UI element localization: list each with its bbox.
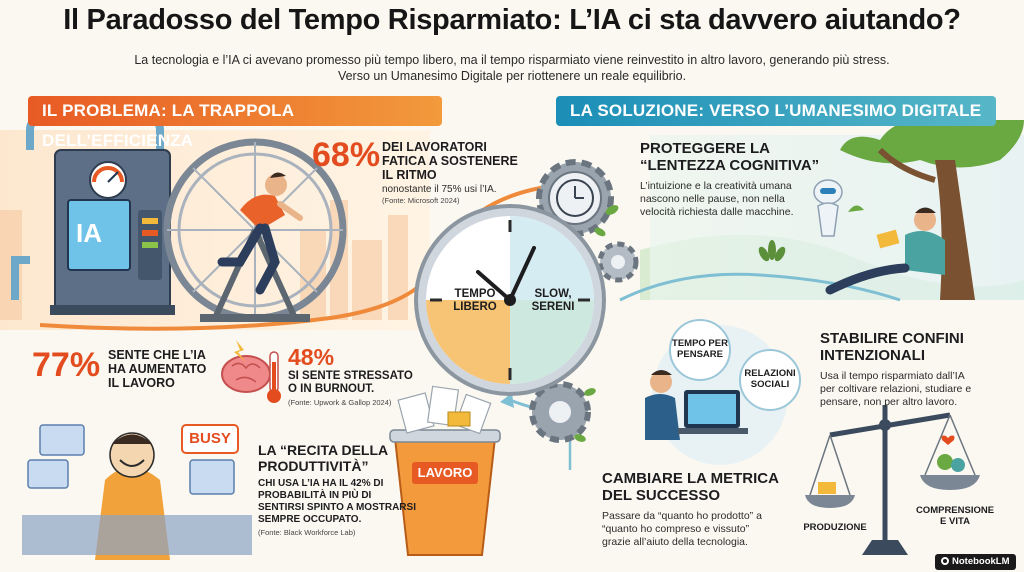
recita-line-1: CHI USA L’IA HA IL 42% DI (258, 478, 384, 489)
stat-48-value: 48% (288, 344, 335, 370)
gear-icon (597, 241, 639, 283)
busy-sign: BUSY (189, 430, 231, 447)
leaf-icon (574, 205, 619, 442)
problem-banner: IL PROBLEMA: LA TRAPPOLA DELL’EFFICIENZA (28, 96, 442, 150)
stat-48-text: SI SENTE STRESSATO O IN BURNOUT. (Fonte:… (288, 370, 413, 407)
robot-illustration (813, 179, 864, 237)
bubble-2-text: RELAZIONI SOCIALI (742, 368, 798, 390)
hamster-wheel-illustration (163, 138, 347, 322)
stat-68-value: 68% (312, 136, 381, 174)
clock-left-line-2: LIBERO (453, 301, 497, 313)
recita-line-2: PROBABILITÀ IN PIÙ DI (258, 490, 372, 501)
scale-right-label: COMPRENSIONE E VITA (910, 505, 1000, 527)
balance-scale-illustration (805, 405, 980, 555)
solution-2-line-3: pensare, non per altro lavoro. (820, 396, 958, 408)
bubble-1-text: TEMPO PER PENSARE (672, 338, 728, 360)
solution-2-line-2: per coltivare relazioni, studiare e (820, 383, 972, 395)
recita-section: LA “RECITA DELLA PRODUTTIVITÀ” CHI USA L… (258, 442, 416, 537)
solution-2-title-line-2: INTENZIONALI (820, 347, 925, 364)
gear-icon (529, 381, 591, 443)
stat-77-value: 77% (32, 346, 101, 384)
solution-banner: LA SOLUZIONE: VERSO L’UMANESIMO DIGITALE (556, 96, 996, 126)
clock-right-label: SLOW, SERENI (526, 288, 580, 314)
scale-right-line-1: COMPRENSIONE (915, 505, 995, 516)
stat-77-line-3: IL LAVORO (108, 376, 175, 390)
stat-48-line-1: SI SENTE STRESSATO (288, 370, 413, 382)
stat-77-line-1: SENTE CHE L’IA (108, 348, 206, 362)
thought-bubble (669, 319, 731, 381)
solution-2-title-line-1: STABILIRE CONFINI (820, 330, 964, 347)
recita-line-4: SEMPRE OCCUPATO. (258, 514, 362, 525)
solution-3-line-3: grazie all’aiuto della tecnologia. (602, 536, 748, 548)
clock-illustration (414, 204, 606, 396)
brain-icon (221, 340, 271, 393)
solution-2-line-1: Usa il tempo risparmiato dall’IA (820, 370, 965, 382)
recita-source: (Fonte: Black Workforce Lab) (258, 528, 356, 537)
page-subtitle: La tecnologia e l’IA ci avevano promesso… (0, 52, 1024, 84)
stat-48-source: (Fonte: Upwork & Gallop 2024) (288, 398, 392, 407)
clock-right-line-1: SLOW, (534, 288, 572, 300)
thought-bubble (739, 349, 801, 411)
stat-77-line-2: HA AUMENTATO (108, 362, 207, 376)
solution-2: STABILIRE CONFINI INTENZIONALI Usa il te… (820, 330, 971, 409)
bubble-2-line-1: RELAZIONI (744, 368, 796, 379)
solution-3-line-1: Passare da “quanto ho prodotto” a (602, 510, 762, 522)
stat-68-note: nonostante il 75% usi l’IA. (382, 184, 497, 195)
solution-3-title-line-2: DEL SUCCESSO (602, 487, 721, 504)
bin-label: LAVORO (412, 462, 478, 484)
solution-3-line-2: “quanto ho compreso e vissuto” (602, 523, 750, 535)
bubble-1-line-1: TEMPO PER (672, 338, 728, 349)
scale-right-line-2: E VITA (940, 516, 970, 527)
reading-person-illustration (825, 207, 945, 295)
clock-right-line-2: SERENI (531, 301, 575, 313)
bubble-2-line-2: SOCIALI (750, 379, 790, 390)
recita-title-line-2: PRODUTTIVITÀ” (258, 458, 369, 474)
flow-arrow-right (619, 272, 901, 302)
clock-left-label: TEMPO LIBERO (448, 288, 502, 314)
solution-1-line-1: L’intuizione e la creatività umana (640, 180, 792, 192)
solution-1-title-line-1: PROTEGGERE LA (640, 140, 771, 157)
stat-68-text: DEI LAVORATORI FATICA A SOSTENERE IL RIT… (382, 140, 518, 205)
recita-line-3: SENTIRSI SPINTO A MOSTRARSI (258, 502, 416, 513)
subtitle-line-2: Verso un Umanesimo Digitale per riottene… (337, 69, 687, 83)
stat-68-line-3: IL RITMO (382, 168, 437, 182)
plant-icon (758, 240, 786, 262)
solution-3: CAMBIARE LA METRICA DEL SUCCESSO Passare… (602, 470, 779, 549)
scale-left-label: PRODUZIONE (803, 522, 867, 533)
notebooklm-badge[interactable]: NotebookLM (935, 554, 1016, 570)
page-title: Il Paradosso del Tempo Risparmiato: L’IA… (63, 4, 961, 36)
subtitle-line-1: La tecnologia e l’IA ci avevano promesso… (134, 53, 890, 67)
ia-machine-illustration (11, 116, 175, 315)
brand-label: NotebookLM (952, 556, 1010, 567)
gear-icon (536, 159, 614, 237)
solution-1-line-3: velocità richiesta dalle macchine. (640, 206, 794, 218)
recita-title-line-1: LA “RECITA DELLA (258, 442, 389, 458)
solution-1: PROTEGGERE LA “LENTEZZA COGNITIVA” L’int… (640, 140, 819, 219)
stat-77-text: SENTE CHE L’IA HA AUMENTATO IL LAVORO (108, 348, 206, 390)
stat-68-line-1: DEI LAVORATORI (382, 140, 487, 154)
solution-1-line-2: nascono nelle pause, non nella (640, 193, 785, 205)
thermometer-icon (267, 351, 281, 403)
notebooklm-logo-icon (941, 557, 949, 565)
ia-machine-label: IA (76, 218, 102, 248)
solution-3-title-line-1: CAMBIARE LA METRICA (602, 470, 779, 487)
bubble-1-line-2: PENSARE (677, 349, 723, 360)
busy-worker-illustration (22, 424, 252, 560)
solution-1-title-line-2: “LENTEZZA COGNITIVA” (640, 157, 820, 174)
stat-68-source: (Fonte: Microsoft 2024) (382, 196, 460, 205)
stat-68-line-2: FATICA A SOSTENERE (382, 154, 518, 168)
stat-48-line-2: O IN BURNOUT. (288, 383, 375, 395)
clock-left-line-1: TEMPO (454, 288, 496, 300)
arrow-head-icon (500, 393, 514, 408)
